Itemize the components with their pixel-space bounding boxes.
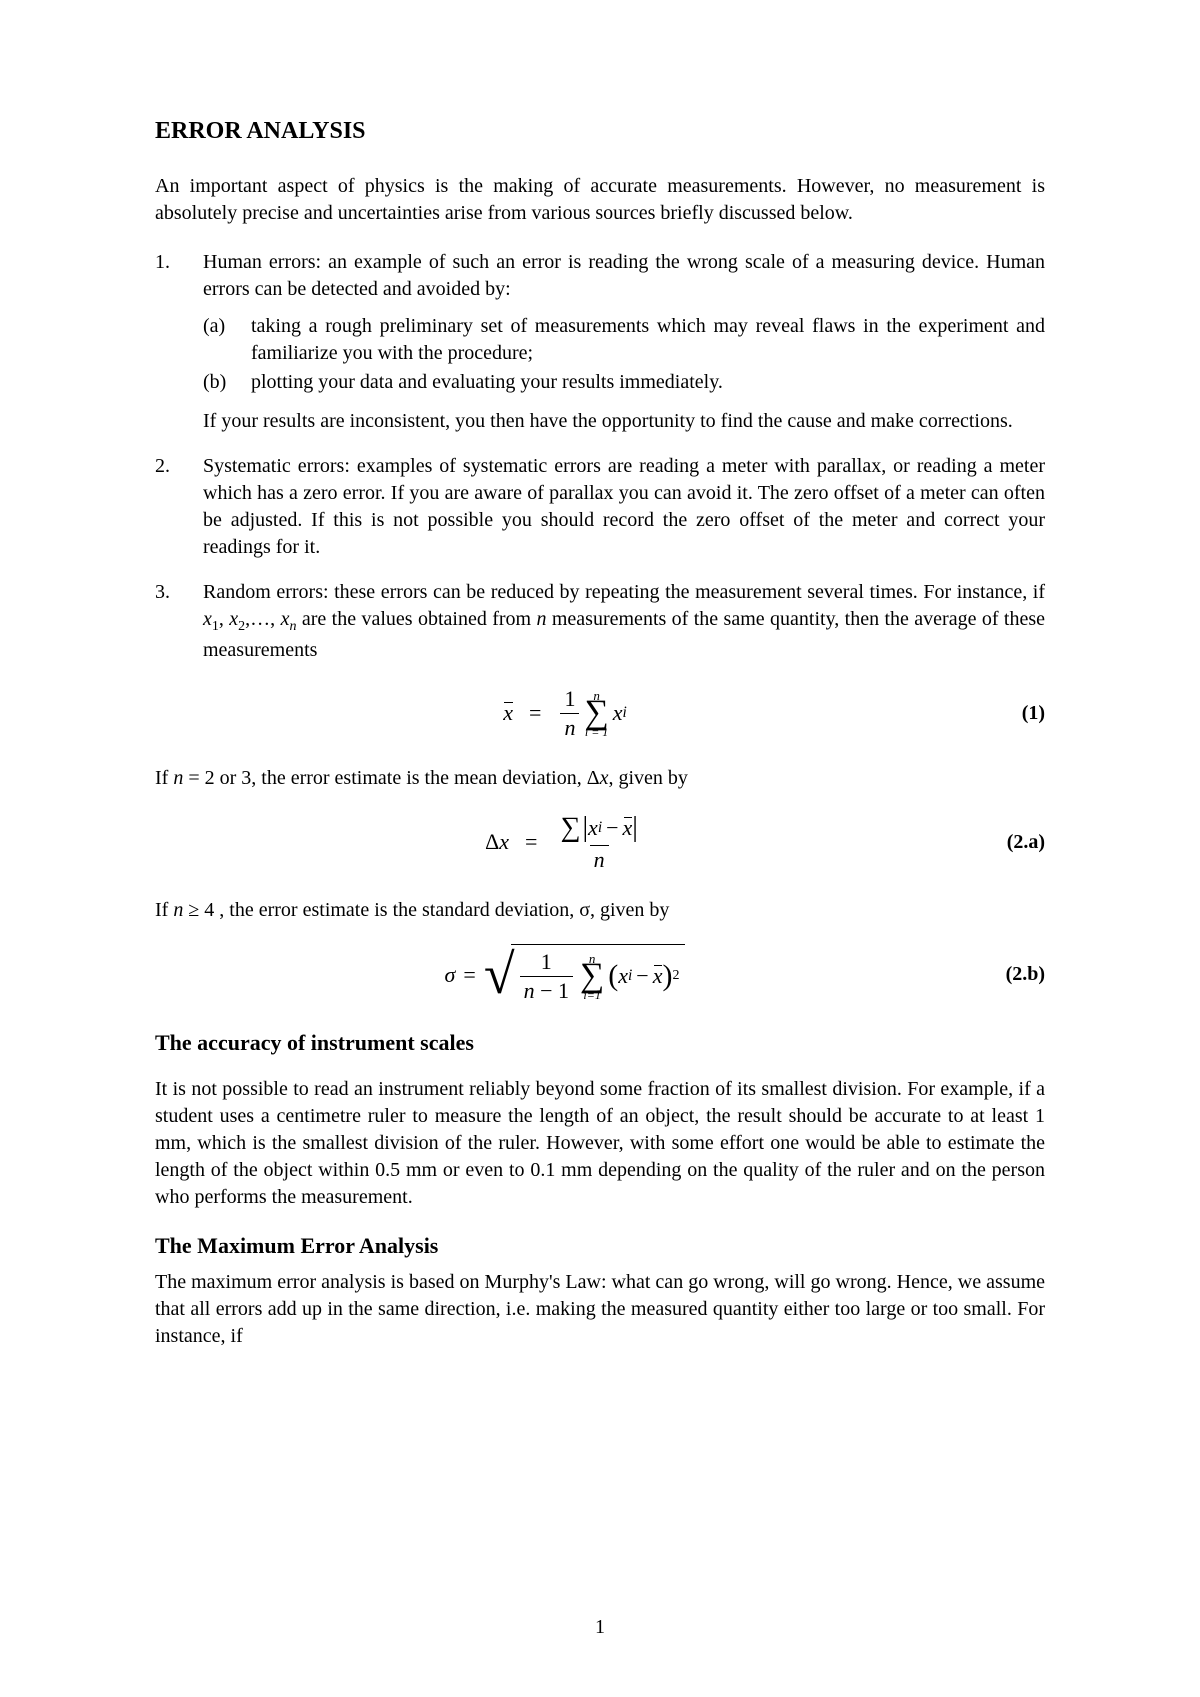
var-n: n (536, 608, 546, 630)
var-x: x (203, 608, 212, 630)
paragraph: The maximum error analysis is based on M… (155, 1269, 1045, 1350)
x-bar: x (503, 700, 513, 726)
paragraph: If n = 2 or 3, the error estimate is the… (155, 765, 1045, 792)
text: are the values obtained from (296, 608, 536, 630)
text: If (155, 899, 173, 921)
equation-mean-deviation: Δx = ∑ |xi−x| n (485, 812, 645, 873)
subscript: 2 (238, 619, 245, 634)
list-item: 3. Random errors: these errors can be re… (155, 579, 1045, 664)
var-x: x (229, 608, 238, 630)
var-n: n (173, 767, 183, 789)
sub-list-item: (b) plotting your data and evaluating yo… (203, 369, 1045, 396)
equation-row: Δx = ∑ |xi−x| n (2.a) (155, 812, 1045, 873)
equation-row: x = 1 n n ∑ i = 1 xi (1) (155, 686, 1045, 741)
page-number: 1 (0, 1616, 1200, 1639)
text: , given by (608, 767, 687, 789)
sub-body: taking a rough preliminary set of measur… (251, 313, 1045, 367)
paragraph: If n ≥ 4 , the error estimate is the sta… (155, 897, 1045, 924)
text: = 2 or 3, the error estimate is the mean… (183, 767, 599, 789)
list-number: 3. (155, 579, 203, 664)
page-title: ERROR ANALYSIS (155, 118, 1045, 145)
list-number: 2. (155, 453, 203, 561)
sub-label: (a) (203, 313, 251, 367)
section-title: The Maximum Error Analysis (155, 1233, 1045, 1259)
list-item: 1. Human errors: an example of such an e… (155, 249, 1045, 435)
summation: n ∑ i = 1 (584, 689, 608, 738)
intro-paragraph: An important aspect of physics is the ma… (155, 173, 1045, 227)
sub-body: plotting your data and evaluating your r… (251, 369, 1045, 396)
text: If your results are inconsistent, you th… (203, 408, 1045, 435)
list-body: Human errors: an example of such an erro… (203, 249, 1045, 435)
equation-number: (2.a) (975, 831, 1045, 854)
equation-number: (1) (975, 702, 1045, 725)
equation-mean: x = 1 n n ∑ i = 1 xi (503, 686, 626, 741)
equation-std-dev: σ = √ 1 n − 1 n ∑ i=1 (xi−x)2 (445, 944, 686, 1006)
section-title: The accuracy of instrument scales (155, 1030, 1045, 1056)
subscript: 1 (212, 619, 219, 634)
document-page: ERROR ANALYSIS An important aspect of ph… (0, 0, 1200, 1697)
text: ≥ 4 , the error estimate is the standard… (183, 899, 669, 921)
equation-number: (2.b) (975, 963, 1045, 986)
summation: n ∑ i=1 (580, 952, 604, 1001)
var-n: n (173, 899, 183, 921)
list-item: 2. Systematic errors: examples of system… (155, 453, 1045, 561)
text: Human errors: an example of such an erro… (203, 251, 1045, 300)
list-body: Random errors: these errors can be reduc… (203, 579, 1045, 664)
list-number: 1. (155, 249, 203, 435)
text: If (155, 767, 173, 789)
fraction: ∑ |xi−x| n (556, 812, 641, 873)
fraction: 1 n − 1 (520, 949, 573, 1004)
numbered-list: 1. Human errors: an example of such an e… (155, 249, 1045, 664)
list-body: Systematic errors: examples of systemati… (203, 453, 1045, 561)
paragraph: It is not possible to read an instrument… (155, 1076, 1045, 1211)
equation-row: σ = √ 1 n − 1 n ∑ i=1 (xi−x)2 (155, 944, 1045, 1006)
sub-list: (a) taking a rough preliminary set of me… (203, 313, 1045, 396)
sub-label: (b) (203, 369, 251, 396)
text: Random errors: these errors can be reduc… (203, 581, 1045, 603)
fraction: 1 n (560, 686, 579, 741)
sub-list-item: (a) taking a rough preliminary set of me… (203, 313, 1045, 367)
square-root: √ 1 n − 1 n ∑ i=1 (xi−x)2 (484, 944, 686, 1006)
